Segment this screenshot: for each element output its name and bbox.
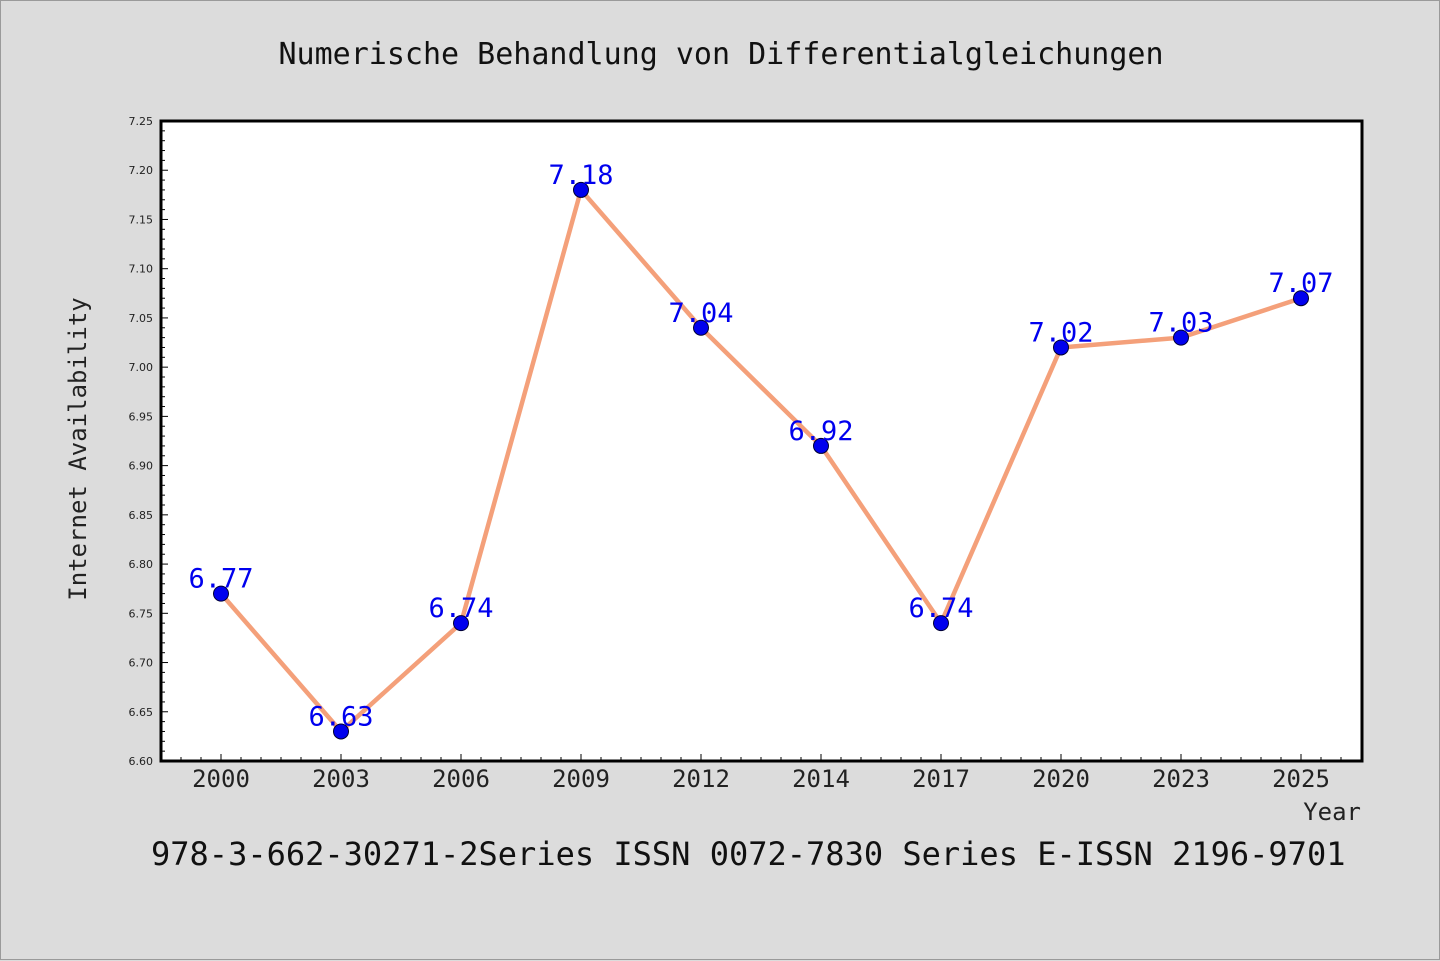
y-tick-label: 6.60	[129, 755, 154, 768]
data-markers	[213, 181, 1309, 740]
data-point	[573, 181, 589, 198]
x-tick-label: 2020	[1032, 765, 1090, 793]
chart-caption: 978-3-662-30271-2Series ISSN 0072-7830 S…	[151, 835, 1345, 873]
data-label: 6.74	[428, 593, 493, 624]
data-label: 7.07	[1268, 268, 1333, 299]
y-axis: 6.60 6.65 6.70 6.75 6.80 6.85 6.90 6.95 7.00 7.05…	[129, 115, 168, 768]
x-tick-label: 2017	[912, 765, 970, 793]
data-point	[813, 437, 829, 454]
data-label: 6.77	[188, 564, 253, 595]
data-point	[453, 615, 469, 632]
data-point	[333, 723, 349, 740]
plot-area	[161, 121, 1362, 761]
y-tick-label: 6.90	[129, 460, 154, 473]
x-tick-label: 2000	[192, 765, 250, 793]
data-label: 7.02	[1028, 317, 1093, 348]
data-point	[693, 319, 709, 336]
x-tick-label: 2006	[432, 765, 490, 793]
y-tick-label: 7.25	[129, 115, 154, 128]
y-tick-label: 6.70	[129, 657, 154, 670]
x-axis-label: Year	[1303, 798, 1361, 826]
data-point	[933, 615, 949, 632]
y-tick-label: 7.20	[129, 164, 154, 177]
data-label: 7.18	[548, 160, 613, 191]
x-tick-label: 2014	[792, 765, 850, 793]
y-tick-label: 7.15	[129, 213, 154, 226]
y-tick-label: 6.80	[129, 558, 154, 571]
y-tick-label: 6.75	[129, 607, 154, 620]
data-labels: 6.77 6.63 6.74 7.18 7.04 6.92 6.74 7.02 7.03 7.07	[188, 160, 1333, 733]
y-axis-label: Internet Availability	[64, 297, 92, 600]
x-tick-label: 2012	[672, 765, 730, 793]
data-label: 7.03	[1148, 308, 1213, 339]
data-point	[1053, 339, 1069, 356]
series-line	[218, 187, 1304, 734]
data-point	[213, 585, 229, 602]
data-label: 6.63	[308, 701, 373, 732]
data-label: 6.74	[908, 593, 973, 624]
y-tick-label: 7.10	[129, 263, 154, 276]
y-tick-label: 6.95	[129, 410, 154, 423]
y-tick-label: 7.00	[129, 361, 154, 374]
x-tick-label: 2023	[1152, 765, 1210, 793]
data-label: 7.04	[668, 298, 733, 329]
x-tick-label: 2025	[1272, 765, 1330, 793]
plot-border	[159, 119, 1364, 763]
x-axis: 2000 2003 2006 2009 2012 2014 2017 2020 2023 2025	[180, 754, 1362, 793]
y-tick-label: 6.85	[129, 509, 154, 522]
chart-title: Numerische Behandlung von Differentialgl…	[278, 37, 1163, 72]
x-tick-label: 2009	[552, 765, 610, 793]
x-tick-label: 2003	[312, 765, 370, 793]
data-label: 6.92	[788, 416, 853, 447]
data-point	[1293, 290, 1309, 307]
y-tick-label: 7.05	[129, 312, 154, 325]
y-tick-label: 6.65	[129, 706, 154, 719]
data-point	[1173, 329, 1189, 346]
